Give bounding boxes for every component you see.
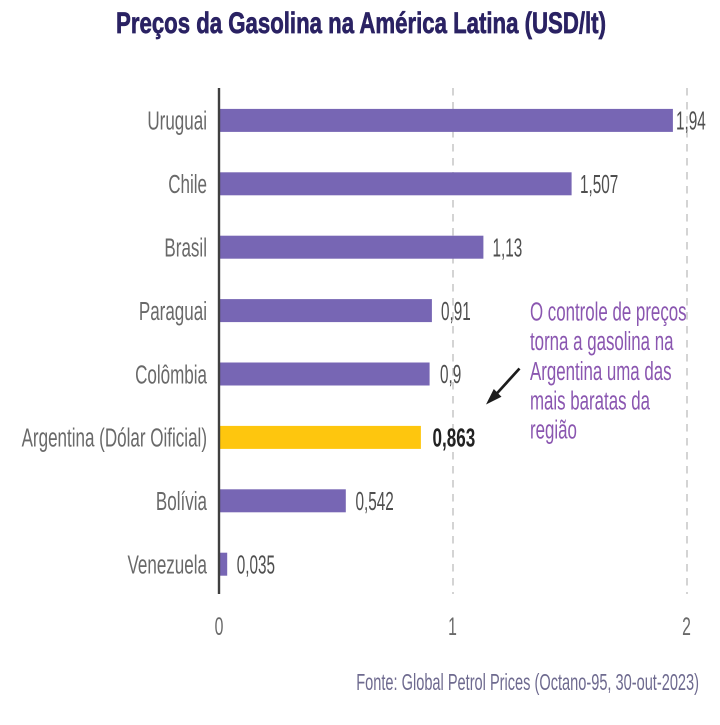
svg-text:Bolívia: Bolívia [156, 486, 208, 516]
svg-text:Chile: Chile [168, 169, 207, 199]
svg-text:1,507: 1,507 [580, 171, 618, 199]
svg-text:torna a gasolina na: torna a gasolina na [530, 326, 674, 356]
svg-text:região: região [530, 415, 577, 445]
svg-text:0,035: 0,035 [237, 552, 275, 580]
svg-text:Argentina uma das: Argentina uma das [530, 356, 672, 386]
svg-text:Venezuela: Venezuela [127, 550, 207, 580]
svg-text:1,94: 1,94 [676, 108, 706, 136]
svg-text:0,91: 0,91 [441, 298, 471, 326]
svg-text:1,13: 1,13 [493, 235, 523, 263]
svg-text:Argentina (Dólar Oificial): Argentina (Dólar Oificial) [22, 423, 207, 453]
svg-text:Brasil: Brasil [164, 233, 207, 263]
svg-text:0,863: 0,863 [433, 423, 476, 452]
svg-text:Fonte: Global Petrol Prices (O: Fonte: Global Petrol Prices (Octano-95, … [356, 671, 699, 696]
svg-text:0,542: 0,542 [356, 488, 394, 516]
svg-text:mais baratas da: mais baratas da [530, 386, 651, 416]
svg-text:0: 0 [215, 613, 224, 641]
svg-text:1: 1 [448, 613, 457, 641]
svg-text:Colômbia: Colômbia [135, 360, 208, 390]
svg-text:0,9: 0,9 [440, 361, 461, 389]
svg-text:Uruguai: Uruguai [147, 106, 207, 136]
svg-text:Preços da Gasolina na América: Preços da Gasolina na América Latina (US… [116, 6, 606, 40]
svg-text:2: 2 [682, 613, 691, 641]
svg-text:Paraguai: Paraguai [139, 296, 207, 326]
svg-text:O controle de preços: O controle de preços [530, 297, 687, 327]
